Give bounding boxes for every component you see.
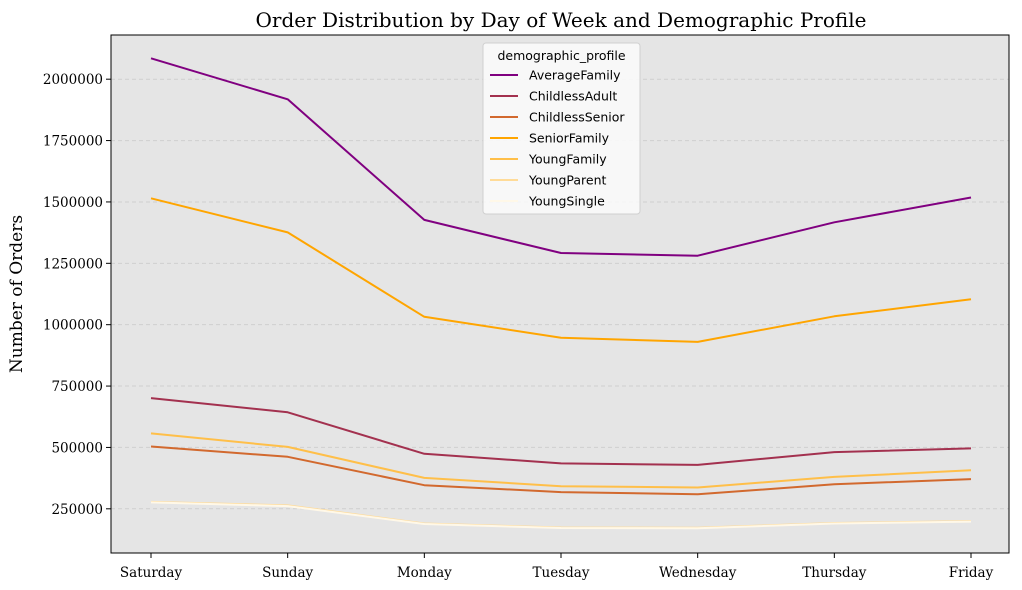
series-line-ChildlessAdult (150, 397, 972, 466)
series-line-AverageFamily (150, 57, 972, 257)
legend-label: ChildlessSenior (529, 110, 625, 125)
series-line-YoungSingle (150, 501, 972, 530)
y-tick-label: 750000 (51, 379, 103, 395)
x-tick-label: Thursday (802, 565, 866, 581)
legend: demographic_profile AverageFamily Childle… (482, 42, 641, 215)
series-line-ChildlessSenior (150, 445, 972, 496)
series-lines (150, 57, 972, 530)
chart-title: Order Distribution by Day of Week and De… (256, 8, 867, 32)
y-tick-label: 1500000 (43, 195, 103, 211)
legend-label: SeniorFamily (529, 131, 610, 146)
y-tick-label: 1250000 (43, 256, 103, 272)
legend-entries: AverageFamily ChildlessAdult ChildlessSeni… (490, 68, 625, 209)
legend-title: demographic_profile (497, 48, 625, 63)
y-tick-label: 2000000 (43, 72, 103, 88)
x-tick-label: Sunday (262, 565, 313, 581)
x-tick-label: Tuesday (533, 565, 590, 581)
series-line-SeniorFamily (150, 197, 972, 343)
legend-box (482, 42, 641, 215)
y-axis-ticks: 250000 500000 750000 1000000 1250000 1500000 1… (43, 72, 111, 518)
y-tick-label: 250000 (51, 502, 103, 518)
y-tick-label: 1000000 (43, 318, 103, 334)
legend-label: ChildlessAdult (529, 89, 617, 104)
grid (111, 78, 1009, 510)
legend-label: AverageFamily (529, 68, 621, 83)
x-tick-label: Monday (397, 565, 452, 581)
x-axis-ticks: Saturday Sunday Monday Tuesday Wednesday Thur… (120, 553, 994, 581)
x-tick-label: Friday (949, 565, 994, 581)
legend-label: YoungSingle (528, 194, 605, 209)
y-tick-label: 1750000 (43, 134, 103, 150)
axes-frame (110, 34, 1010, 554)
x-tick-label: Wednesday (659, 565, 737, 581)
x-tick-label: Saturday (120, 565, 183, 581)
legend-label: YoungFamily (528, 152, 607, 167)
y-tick-label: 500000 (51, 440, 103, 456)
y-axis-label: Number of Orders (7, 215, 27, 373)
legend-label: YoungParent (528, 173, 607, 188)
series-line-YoungFamily (150, 432, 972, 489)
